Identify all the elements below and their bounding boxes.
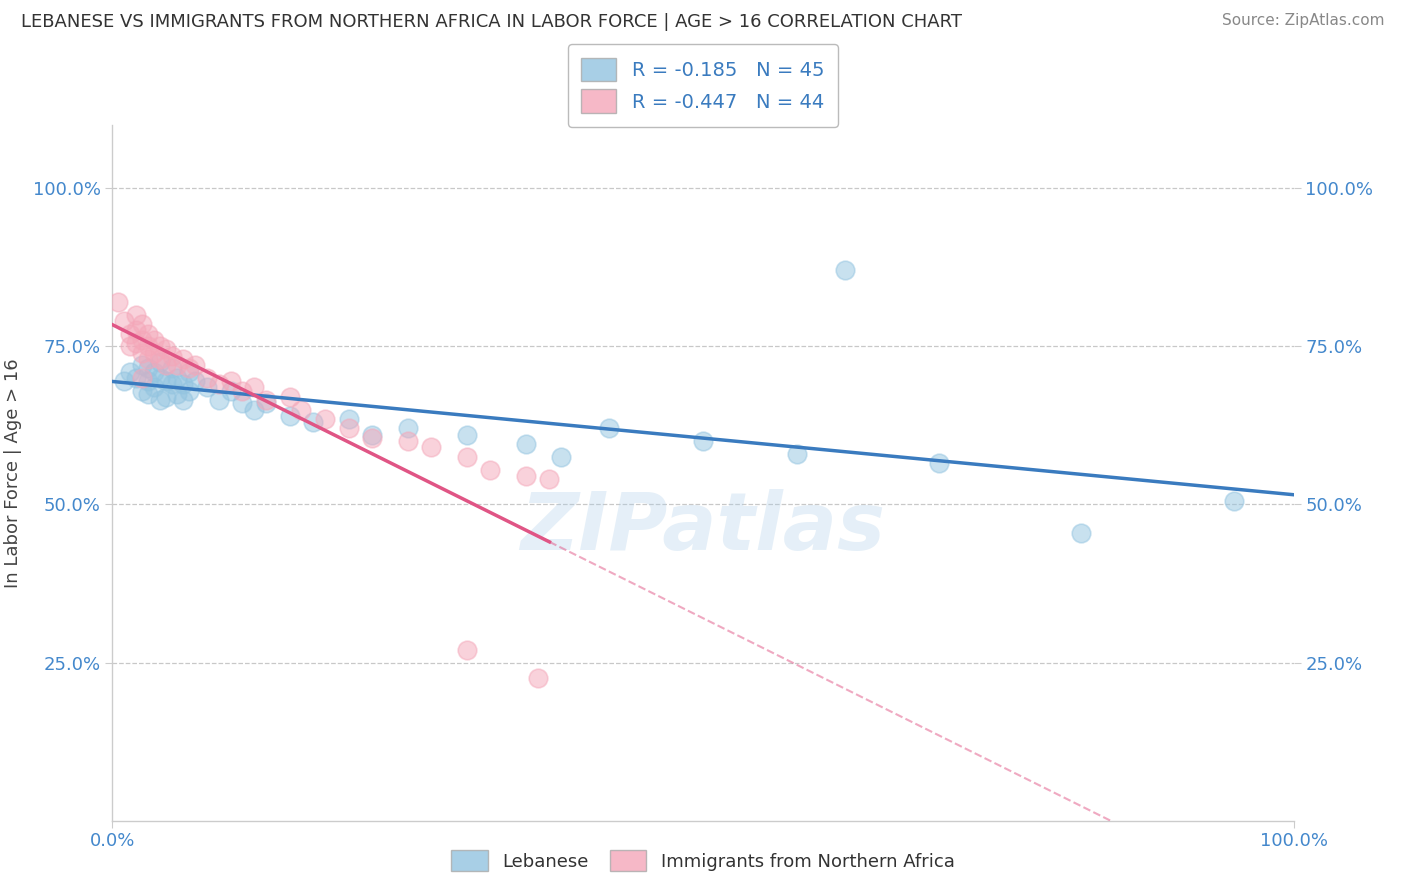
Point: [337, 412, 360, 426]
Point: [456, 643, 478, 657]
Point: [396, 434, 419, 449]
Point: [337, 421, 360, 435]
Point: [131, 317, 153, 331]
Point: [172, 392, 194, 407]
Point: [131, 371, 153, 385]
Point: [131, 358, 153, 372]
Point: [142, 345, 165, 359]
Point: [208, 377, 231, 392]
Point: [195, 371, 218, 385]
Text: ZIPatlas: ZIPatlas: [520, 490, 886, 567]
Point: [166, 386, 188, 401]
Point: [834, 263, 856, 277]
Point: [131, 333, 153, 347]
Point: [231, 384, 253, 398]
Point: [149, 392, 172, 407]
Point: [136, 339, 159, 353]
Point: [928, 456, 950, 470]
Point: [166, 358, 188, 372]
Point: [136, 374, 159, 388]
Point: [112, 314, 135, 328]
Point: [278, 409, 301, 423]
Point: [479, 462, 502, 476]
Point: [314, 412, 336, 426]
Point: [550, 450, 572, 464]
Text: LEBANESE VS IMMIGRANTS FROM NORTHERN AFRICA IN LABOR FORCE | AGE > 16 CORRELATIO: LEBANESE VS IMMIGRANTS FROM NORTHERN AFR…: [21, 13, 962, 31]
Point: [125, 323, 148, 337]
Point: [231, 396, 253, 410]
Y-axis label: In Labor Force | Age > 16: In Labor Force | Age > 16: [4, 358, 21, 588]
Point: [125, 336, 148, 351]
Point: [515, 469, 537, 483]
Point: [515, 437, 537, 451]
Point: [172, 377, 194, 392]
Point: [155, 374, 177, 388]
Point: [243, 380, 266, 394]
Point: [160, 349, 183, 363]
Point: [786, 447, 808, 461]
Point: [302, 415, 325, 429]
Point: [142, 380, 165, 394]
Point: [179, 365, 201, 379]
Point: [254, 396, 277, 410]
Point: [243, 402, 266, 417]
Point: [136, 351, 159, 366]
Point: [290, 402, 312, 417]
Point: [149, 371, 172, 385]
Point: [361, 431, 384, 445]
Point: [361, 427, 384, 442]
Point: [149, 339, 172, 353]
Point: [396, 421, 419, 435]
Point: [179, 361, 201, 376]
Point: [598, 421, 620, 435]
Point: [278, 390, 301, 404]
Point: [184, 374, 207, 388]
Point: [254, 392, 277, 407]
Point: [420, 441, 443, 455]
Point: [160, 361, 183, 376]
Point: [208, 392, 231, 407]
Point: [149, 355, 172, 369]
Point: [692, 434, 714, 449]
Point: [179, 384, 201, 398]
Point: [219, 384, 242, 398]
Point: [195, 380, 218, 394]
Legend: Lebanese, Immigrants from Northern Africa: Lebanese, Immigrants from Northern Afric…: [444, 843, 962, 879]
Point: [456, 427, 478, 442]
Point: [1223, 494, 1246, 508]
Point: [526, 671, 548, 685]
Point: [142, 365, 165, 379]
Point: [120, 365, 142, 379]
Point: [125, 371, 148, 385]
Point: [155, 358, 177, 372]
Point: [149, 351, 172, 366]
Point: [131, 384, 153, 398]
Point: [1070, 525, 1092, 540]
Point: [166, 371, 188, 385]
Legend: R = -0.185   N = 45, R = -0.447   N = 44: R = -0.185 N = 45, R = -0.447 N = 44: [568, 44, 838, 127]
Point: [136, 326, 159, 341]
Point: [184, 358, 207, 372]
Point: [131, 345, 153, 359]
Point: [120, 339, 142, 353]
Point: [172, 351, 194, 366]
Point: [538, 472, 561, 486]
Point: [125, 308, 148, 322]
Point: [142, 333, 165, 347]
Point: [120, 326, 142, 341]
Point: [219, 374, 242, 388]
Point: [136, 361, 159, 376]
Point: [112, 374, 135, 388]
Point: [155, 343, 177, 357]
Text: Source: ZipAtlas.com: Source: ZipAtlas.com: [1222, 13, 1385, 29]
Point: [456, 450, 478, 464]
Point: [107, 295, 129, 310]
Point: [160, 377, 183, 392]
Point: [136, 386, 159, 401]
Point: [155, 390, 177, 404]
